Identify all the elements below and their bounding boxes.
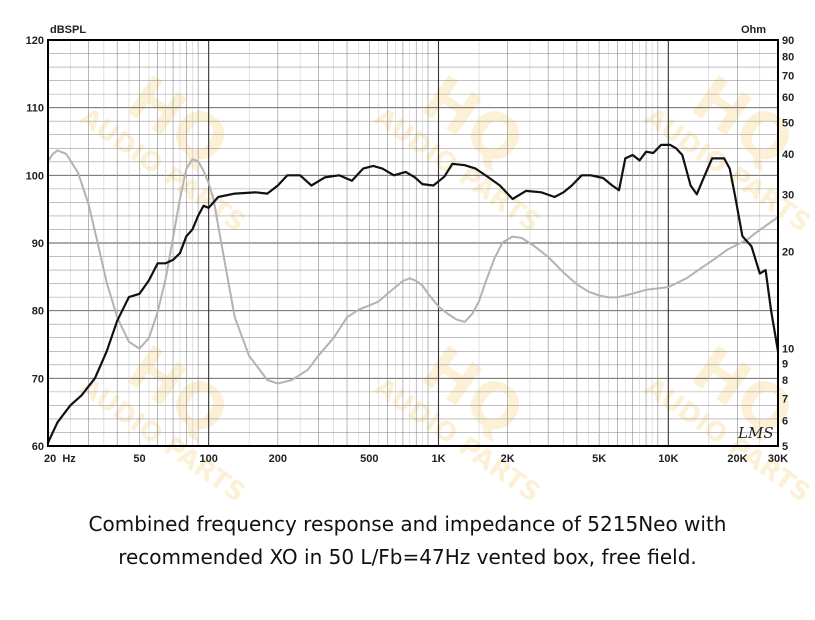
x-tick-label-30K: 30K — [768, 453, 788, 465]
plot-frame — [47, 39, 779, 447]
y-right-tick-label-6: 6 — [782, 415, 788, 427]
x-tick-label-50: 50 — [133, 453, 145, 465]
caption-line-1: Combined frequency response and impedanc… — [88, 512, 727, 536]
x-tick-label-1K: 1K — [431, 453, 445, 465]
x-tick-label-20Hz: 20 Hz — [44, 453, 76, 465]
y-right-tick-label-8: 8 — [782, 375, 788, 387]
x-tick-label-20K: 20K — [727, 453, 747, 465]
x-tick-label-5K: 5K — [592, 453, 606, 465]
y-right-tick-label-20: 20 — [782, 246, 794, 258]
y-right-tick-label-70: 70 — [782, 70, 794, 82]
y-right-tick-label-9: 9 — [782, 358, 788, 370]
y-right-tick-label-30: 30 — [782, 189, 794, 201]
y-tick-label-90: 90 — [32, 238, 44, 250]
figure-caption: Combined frequency response and impedanc… — [0, 508, 815, 574]
lms-brand-mark: LMS — [737, 424, 774, 442]
x-tick-label-200: 200 — [269, 453, 287, 465]
y-tick-label-70: 70 — [32, 373, 44, 385]
y-axis-label-left: dBSPL — [50, 24, 86, 36]
y-right-tick-label-50: 50 — [782, 118, 794, 130]
chart-grid — [48, 40, 778, 446]
y-tick-label-120: 120 — [26, 35, 44, 47]
y-right-tick-label-90: 90 — [782, 35, 794, 47]
y-tick-label-100: 100 — [26, 170, 44, 182]
x-tick-label-2K: 2K — [501, 453, 515, 465]
y-tick-label-60: 60 — [32, 441, 44, 453]
x-tick-label-100: 100 — [199, 453, 217, 465]
y-tick-label-110: 110 — [26, 103, 44, 115]
y-right-tick-label-7: 7 — [782, 394, 788, 406]
y-right-tick-label-5: 5 — [782, 441, 788, 453]
series-layer — [46, 143, 780, 444]
x-tick-label-500: 500 — [360, 453, 378, 465]
y-right-tick-label-40: 40 — [782, 149, 794, 161]
y-right-tick-label-80: 80 — [782, 52, 794, 64]
tick-label-layer: 20 Hz 50 100 200 500 1K 2K 5K 10K 20K 30K 60 70 80 90 1… — [26, 35, 795, 465]
y-axis-label-right: Ohm — [741, 24, 766, 36]
x-tick-label-10K: 10K — [658, 453, 678, 465]
impedance-curve — [47, 149, 779, 385]
y-tick-label-80: 80 — [32, 306, 44, 318]
y-right-tick-label-10: 10 — [782, 344, 794, 356]
y-right-tick-label-60: 60 — [782, 92, 794, 104]
caption-line-2: recommended XO in 50 L/Fb=47Hz vented bo… — [118, 545, 697, 569]
spl-curve — [46, 143, 780, 444]
